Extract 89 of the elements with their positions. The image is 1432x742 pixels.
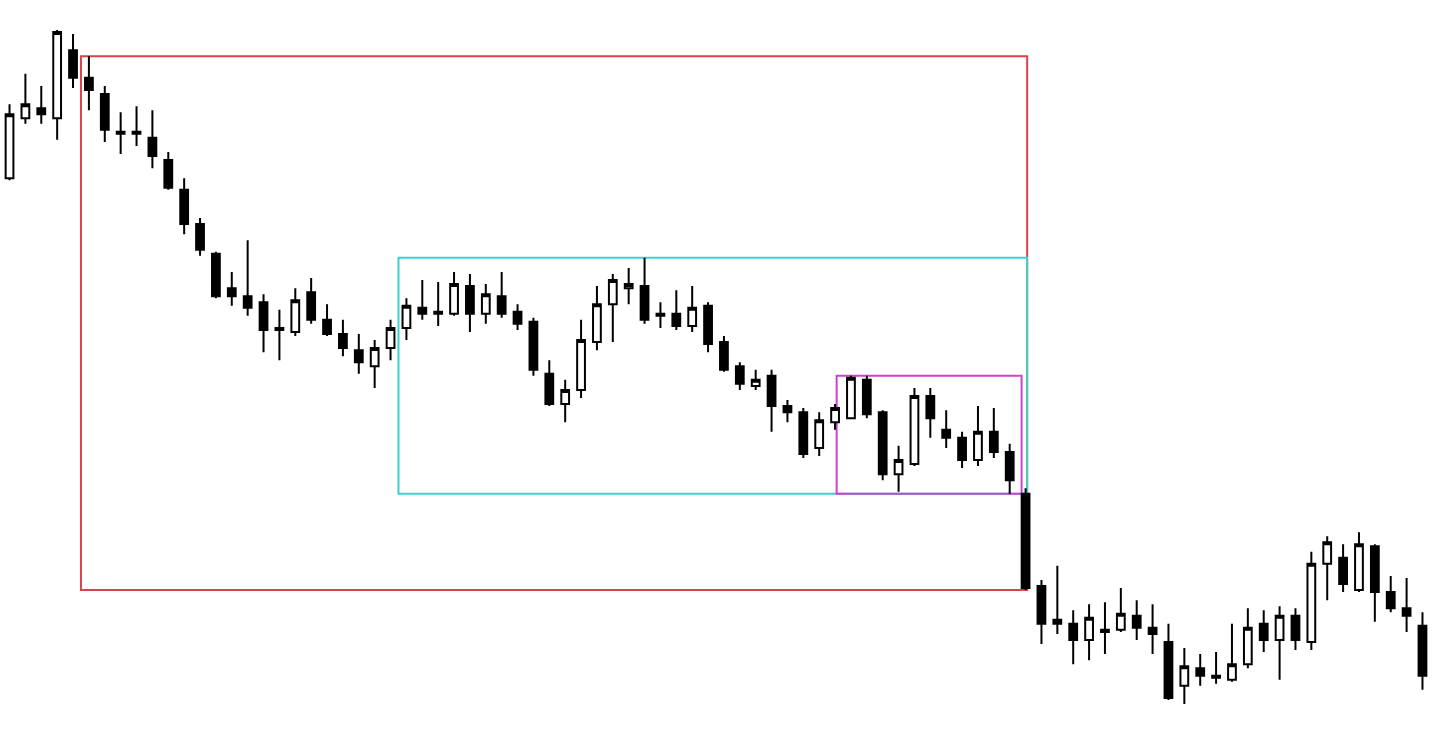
candlestick: [1369, 543, 1380, 623]
candlestick: [592, 285, 602, 352]
candlestick: [1354, 531, 1364, 594]
candlestick: [1179, 647, 1190, 704]
candlestick: [830, 403, 840, 431]
candlestick: [99, 84, 110, 143]
candlestick: [528, 316, 539, 377]
candlestick: [322, 303, 332, 337]
candlestick: [1242, 607, 1253, 670]
candlestick: [1068, 609, 1079, 666]
candlestick: [147, 109, 158, 170]
candlestick: [861, 374, 872, 420]
candlestick: [163, 151, 174, 191]
candlestick: [766, 368, 777, 433]
candlestick: [465, 272, 475, 333]
candlestick: [1147, 603, 1158, 656]
candlestick: [1084, 603, 1094, 662]
candlestick: [353, 332, 364, 375]
candlestick: [242, 239, 253, 317]
candlestick: [798, 407, 809, 459]
candlestick: [512, 303, 523, 331]
candlestick: [274, 308, 285, 362]
candlestick: [877, 409, 888, 482]
candlestick: [1401, 576, 1412, 633]
candlestick: [258, 293, 269, 354]
candlestick: [973, 405, 983, 468]
candlestick: [195, 217, 205, 257]
candlestick: [1115, 587, 1126, 633]
candlestick: [925, 386, 936, 439]
candlestick: [1100, 601, 1110, 656]
candlestick: [671, 289, 682, 331]
candlestick: [36, 84, 47, 125]
candlestick: [1417, 611, 1428, 691]
candlestick: [814, 411, 825, 457]
candlestick: [290, 287, 301, 337]
candlestick: [480, 283, 491, 325]
candlestick: [1322, 535, 1333, 602]
candlestick: [226, 270, 237, 307]
candlestick: [115, 111, 126, 156]
candlestick: [449, 270, 459, 317]
candlestick: [1036, 578, 1047, 646]
candlestick: [544, 359, 555, 408]
candlestick: [496, 270, 507, 319]
candlestick: [576, 318, 586, 399]
candlestick: [84, 55, 94, 112]
candlestick: [338, 318, 348, 358]
candlestick: [52, 30, 63, 141]
candlestick: [433, 281, 444, 327]
candlestick: [20, 72, 31, 125]
candlestick: [607, 272, 618, 344]
candlestick: [369, 339, 380, 389]
candlestick: [1195, 653, 1206, 687]
candlestick: [639, 256, 650, 325]
candlestick: [306, 277, 317, 325]
candlestick: [1227, 622, 1237, 683]
candlestick: [734, 361, 745, 391]
candlestick: [1274, 605, 1285, 681]
candlestick: [988, 407, 999, 459]
candlestick: [1306, 550, 1317, 652]
candlestick: [1290, 607, 1301, 652]
candlestick: [1211, 651, 1221, 685]
candlestick: [131, 105, 142, 147]
candlestick: [385, 318, 396, 362]
candlestick: [1258, 609, 1269, 654]
candlestick: [957, 430, 967, 470]
candlestick: [417, 279, 428, 321]
candlestick: [68, 33, 78, 89]
candlestick: [687, 285, 698, 333]
candlestick: [1131, 599, 1142, 641]
candlestick: [1163, 622, 1174, 701]
candlestick: [211, 250, 221, 300]
candlestick: [719, 335, 729, 373]
candlestick: [1385, 574, 1396, 614]
candlestick: [750, 368, 761, 391]
candlestick: [401, 297, 412, 342]
candlestick: [1004, 442, 1015, 495]
candlestick: [623, 266, 634, 306]
candlestick: [703, 301, 713, 354]
candlestick: [179, 177, 190, 236]
candlestick: [560, 378, 571, 424]
candlestick: [1338, 543, 1348, 594]
candlestick: [941, 409, 952, 449]
candlestick: [1020, 487, 1031, 592]
candlestick: [782, 399, 793, 424]
candlestick: [1052, 564, 1063, 635]
candlestick: [846, 374, 856, 420]
candlestick: [893, 444, 904, 493]
candlestick: [909, 386, 920, 468]
candlestick: [655, 301, 666, 329]
